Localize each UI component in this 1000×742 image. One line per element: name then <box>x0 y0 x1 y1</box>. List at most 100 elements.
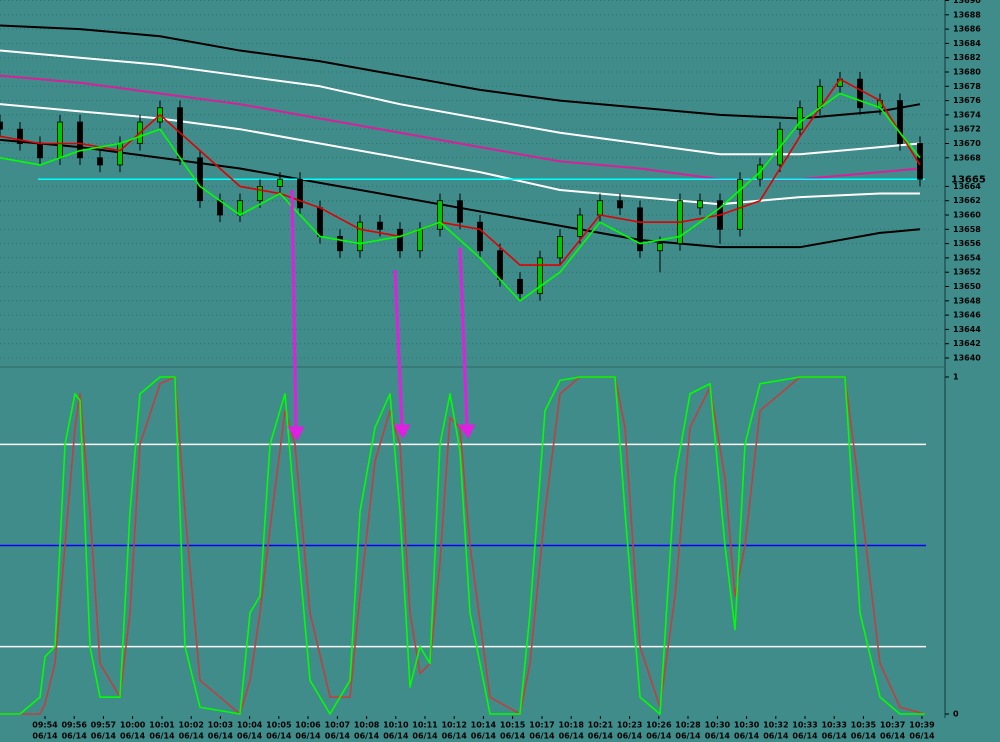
x-tick-date: 06/14 <box>851 732 877 741</box>
candle-body <box>697 200 703 209</box>
x-tick-label: 10:12 <box>441 721 466 730</box>
candle-body <box>857 78 863 109</box>
candle-body <box>117 143 123 166</box>
candle-body <box>17 128 23 144</box>
candle-body <box>437 200 443 230</box>
y-tick-label: 13686 <box>953 25 981 34</box>
x-tick-date: 06/14 <box>149 732 175 741</box>
candle-body <box>37 143 43 159</box>
y-tick-label: 13648 <box>953 296 981 305</box>
candle-body <box>417 228 423 252</box>
x-tick-date: 06/14 <box>295 732 321 741</box>
x-tick-label: 10:15 <box>500 721 526 730</box>
x-tick-date: 06/14 <box>325 732 351 741</box>
x-tick-label: 10:35 <box>851 721 877 730</box>
x-tick-date: 06/14 <box>705 732 731 741</box>
x-tick-date: 06/14 <box>383 732 409 741</box>
candle-body <box>0 121 3 130</box>
x-tick-label: 10:11 <box>412 721 438 730</box>
x-tick-date: 06/14 <box>880 732 906 741</box>
x-tick-label: 10:33 <box>821 721 846 730</box>
x-tick-label: 10:21 <box>588 721 614 730</box>
arrow-head <box>287 426 305 441</box>
x-tick-date: 06/14 <box>588 732 614 741</box>
y-tick-label: 13664 <box>953 182 981 191</box>
x-tick-date: 06/14 <box>266 732 292 741</box>
candle-body <box>897 100 903 144</box>
candle-body <box>477 221 483 252</box>
y-tick-label: 13674 <box>953 110 981 119</box>
x-tick-label: 10:28 <box>675 721 701 730</box>
candle-body <box>737 178 743 230</box>
moving-average <box>0 92 921 302</box>
y-tick-label: 13684 <box>953 39 981 48</box>
x-tick-date: 06/14 <box>354 732 380 741</box>
oscillator-line <box>0 376 925 715</box>
candle-body <box>577 214 583 237</box>
x-tick-label: 10:23 <box>617 721 642 730</box>
x-tick-label: 10:10 <box>383 721 409 730</box>
y-tick-label: 13672 <box>953 125 981 134</box>
arrow <box>290 189 298 429</box>
x-tick-label: 10:30 <box>734 721 760 730</box>
y-tick-label: 13668 <box>953 153 981 162</box>
y-tick-label: 13658 <box>953 225 981 234</box>
candle-body <box>637 207 643 252</box>
x-tick-label: 10:02 <box>178 721 203 730</box>
x-tick-label: 10:37 <box>880 721 905 730</box>
y-tick-label: 0 <box>953 710 959 719</box>
candle-body <box>337 236 343 252</box>
x-tick-date: 06/14 <box>442 732 468 741</box>
x-tick-date: 06/14 <box>412 732 438 741</box>
x-tick-label: 10:33 <box>792 721 817 730</box>
x-tick-label: 10:06 <box>295 721 321 730</box>
x-tick-label: 09:54 <box>32 721 58 730</box>
x-tick-label: 10:01 <box>149 721 175 730</box>
x-tick-label: 10:32 <box>763 721 788 730</box>
x-tick-date: 06/14 <box>91 732 117 741</box>
candle-body <box>457 200 463 223</box>
candle-body <box>57 121 63 159</box>
x-tick-date: 06/14 <box>559 732 585 741</box>
x-tick-label: 10:26 <box>646 721 672 730</box>
y-tick-label: 13680 <box>953 68 981 77</box>
y-tick-label: 13646 <box>953 311 981 320</box>
moving-average <box>0 78 921 266</box>
candle-body <box>257 185 263 202</box>
x-tick-label: 10:08 <box>354 721 380 730</box>
y-tick-label: 13642 <box>953 339 981 348</box>
annotation-arrows <box>287 189 476 441</box>
arrow-head <box>393 424 411 439</box>
x-tick-label: 10:00 <box>120 721 146 730</box>
x-tick-label: 10:30 <box>705 721 731 730</box>
y-tick-label: 13676 <box>953 96 981 105</box>
x-tick-date: 06/14 <box>237 732 263 741</box>
x-tick-date: 06/14 <box>471 732 497 741</box>
x-tick-date: 06/14 <box>500 732 526 741</box>
price-label: 13665 <box>951 174 986 185</box>
y-tick-label: 13690 <box>953 0 981 5</box>
x-tick-date: 06/14 <box>208 732 234 741</box>
candle-body <box>97 157 103 166</box>
candle-body <box>557 236 563 259</box>
y-tick-label: 13688 <box>953 10 981 19</box>
x-tick-label: 09:57 <box>91 721 116 730</box>
x-tick-label: 10:17 <box>529 721 554 730</box>
y-tick-label: 13670 <box>953 139 981 148</box>
candle-body <box>517 278 523 295</box>
y-tick-label: 13644 <box>953 325 981 334</box>
candle-body <box>657 243 663 252</box>
x-tick-label: 10:39 <box>909 721 935 730</box>
candle-body <box>497 250 503 280</box>
y-tick-label: 13650 <box>953 282 981 291</box>
y-tick-label: 13652 <box>953 268 981 277</box>
candle-body <box>537 257 543 295</box>
candle-body <box>597 200 603 216</box>
candle-body <box>797 107 803 130</box>
x-tick-date: 06/14 <box>822 732 848 741</box>
x-tick-date: 06/14 <box>763 732 789 741</box>
candle-body <box>357 221 363 252</box>
